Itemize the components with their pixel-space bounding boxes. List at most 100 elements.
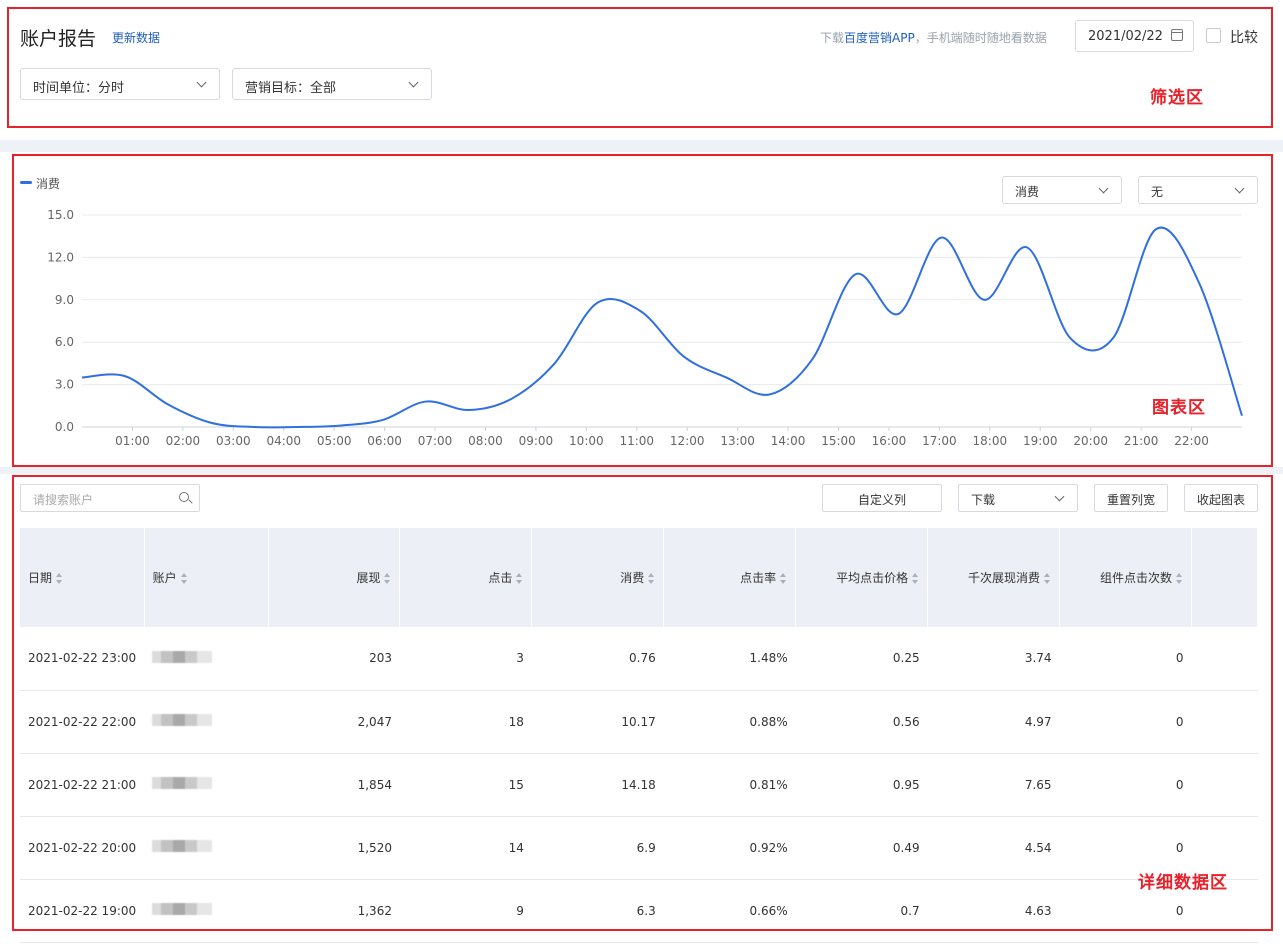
table-row: 2021-02-22 23:00 203 3 0.76 1.48% 0.25 3.74 0 (20, 627, 1258, 691)
compare-metric-value: 无 (1151, 185, 1164, 199)
table-cell-spacer (1191, 879, 1258, 943)
sort-icon[interactable] (516, 573, 523, 584)
reset-column-width-button[interactable]: 重置列宽 (1094, 484, 1168, 512)
download-label: 下载 (971, 493, 996, 507)
compare-checkbox[interactable] (1206, 28, 1221, 43)
account-search-input[interactable]: 请搜索账户 (20, 484, 200, 512)
table-cell: 7.65 (927, 753, 1060, 817)
column-header-clicks[interactable]: 点击 (399, 528, 533, 627)
table-cell: 6.9 (531, 816, 664, 880)
table-cell: 0.66% (663, 879, 796, 943)
table-cell: 0.49 (795, 816, 928, 880)
report-table: 日期 账户 展现 点击 消费 点击率 平均点击价格 千次展现消费 组件点击次数 … (20, 528, 1258, 943)
search-placeholder: 请搜索账户 (33, 493, 94, 507)
table-cell: 0.92% (663, 816, 796, 880)
hint-suffix: ，手机端随时随地看数据 (914, 31, 1047, 45)
column-header-account[interactable]: 账户 (144, 528, 269, 627)
goal-value: 营销目标：全部 (245, 81, 337, 96)
filter-panel: 账户报告 更新数据 下载百度营销APP，手机端随时随地看数据 2021/02/2… (0, 0, 1283, 140)
table-cell: 4.54 (927, 816, 1060, 880)
table-cell (144, 753, 269, 817)
table-cell: 0.95 (795, 753, 928, 817)
table-row: 2021-02-22 20:00 1,520 14 6.9 0.92% 0.49 4.54 0 (20, 816, 1258, 880)
sort-icon[interactable] (1176, 573, 1183, 584)
chart-panel: 消费 无 (0, 152, 1283, 467)
table-cell-spacer (1191, 627, 1258, 691)
table-cell: 0.81% (663, 753, 796, 817)
table-cell: 2021-02-22 21:00 (20, 753, 145, 817)
table-cell: 1,520 (268, 816, 400, 880)
column-header-impressions[interactable]: 展现 (268, 528, 401, 627)
goal-select[interactable]: 营销目标：全部 (232, 68, 432, 100)
refresh-data-link[interactable]: 更新数据 (112, 31, 161, 45)
chart-zone-label: 图表区 (1152, 398, 1206, 418)
table-cell-spacer (1191, 816, 1258, 880)
table-cell-spacer (1191, 690, 1258, 754)
metric-select[interactable]: 消费 (1002, 176, 1122, 204)
metric-select-value: 消费 (1015, 185, 1040, 199)
chevron-down-icon (408, 77, 419, 88)
collapse-chart-button[interactable]: 收起图表 (1184, 484, 1258, 512)
compare-metric-select[interactable]: 无 (1138, 176, 1258, 204)
sort-icon[interactable] (1044, 573, 1051, 584)
legend-label[interactable]: 消费 (36, 177, 61, 191)
table-cell (144, 879, 269, 943)
sort-icon[interactable] (912, 573, 919, 584)
table-cell: 2,047 (268, 690, 400, 754)
date-picker[interactable]: 2021/02/22 (1075, 20, 1194, 52)
column-header-cpm[interactable]: 千次展现消费 (927, 528, 1061, 627)
chevron-down-icon (1098, 183, 1109, 194)
table-cell: 9 (399, 879, 532, 943)
table-row: 2021-02-22 22:00 2,047 18 10.17 0.88% 0.56 4.9… (20, 690, 1258, 754)
redacted-account-name (152, 650, 213, 663)
table-cell: 4.97 (927, 690, 1060, 754)
table-cell: 3 (399, 627, 532, 691)
app-download-link[interactable]: 百度营销APP (844, 31, 915, 45)
table-cell: 2021-02-22 19:00 (20, 879, 145, 943)
redacted-account-name (152, 714, 213, 726)
table-cell: 0 (1059, 879, 1192, 943)
table-cell: 1,854 (268, 753, 400, 817)
calendar-icon (1171, 29, 1183, 41)
column-header-avg-cpc[interactable]: 平均点击价格 (795, 528, 929, 627)
sort-icon[interactable] (56, 573, 63, 584)
table-cell: 6.3 (531, 879, 664, 943)
sort-icon[interactable] (780, 573, 787, 584)
column-header-spacer (1191, 528, 1258, 627)
search-icon[interactable] (179, 492, 189, 502)
column-header-date[interactable]: 日期 (20, 528, 145, 627)
column-header-ctr[interactable]: 点击率 (663, 528, 797, 627)
date-value: 2021/02/22 (1088, 29, 1163, 44)
table-cell: 0 (1059, 816, 1192, 880)
table-cell: 0 (1059, 753, 1192, 817)
table-cell: 2021-02-22 22:00 (20, 690, 145, 754)
sort-icon[interactable] (648, 573, 655, 584)
table-cell: 14.18 (531, 753, 664, 817)
table-cell: 10.17 (531, 690, 664, 754)
sort-icon[interactable] (180, 573, 188, 584)
sort-icon[interactable] (384, 573, 391, 584)
hint-prefix: 下载 (820, 31, 845, 45)
time-unit-value: 时间单位：分时 (33, 81, 125, 96)
table-zone-label: 详细数据区 (1138, 873, 1228, 893)
time-unit-select[interactable]: 时间单位：分时 (20, 68, 220, 100)
customize-columns-button[interactable]: 自定义列 (822, 484, 942, 512)
table-cell-spacer (1191, 753, 1258, 817)
legend-swatch (20, 181, 32, 184)
download-select[interactable]: 下载 (958, 484, 1078, 512)
table-cell (144, 627, 269, 691)
table-cell: 1,362 (268, 879, 400, 943)
table-cell: 0.76 (531, 627, 664, 691)
table-cell: 14 (399, 816, 532, 880)
table-cell: 0.7 (795, 879, 928, 943)
redacted-account-name (152, 777, 213, 789)
table-cell: 0.56 (795, 690, 928, 754)
table-cell: 3.74 (927, 627, 1060, 691)
compare-label[interactable]: 比较 (1230, 30, 1258, 46)
table-cell: 18 (399, 690, 532, 754)
table-cell: 0 (1059, 690, 1192, 754)
column-header-widget-clicks[interactable]: 组件点击次数 (1059, 528, 1193, 627)
table-cell: 0 (1059, 627, 1192, 691)
table-cell: 15 (399, 753, 532, 817)
column-header-spend[interactable]: 消费 (531, 528, 665, 627)
